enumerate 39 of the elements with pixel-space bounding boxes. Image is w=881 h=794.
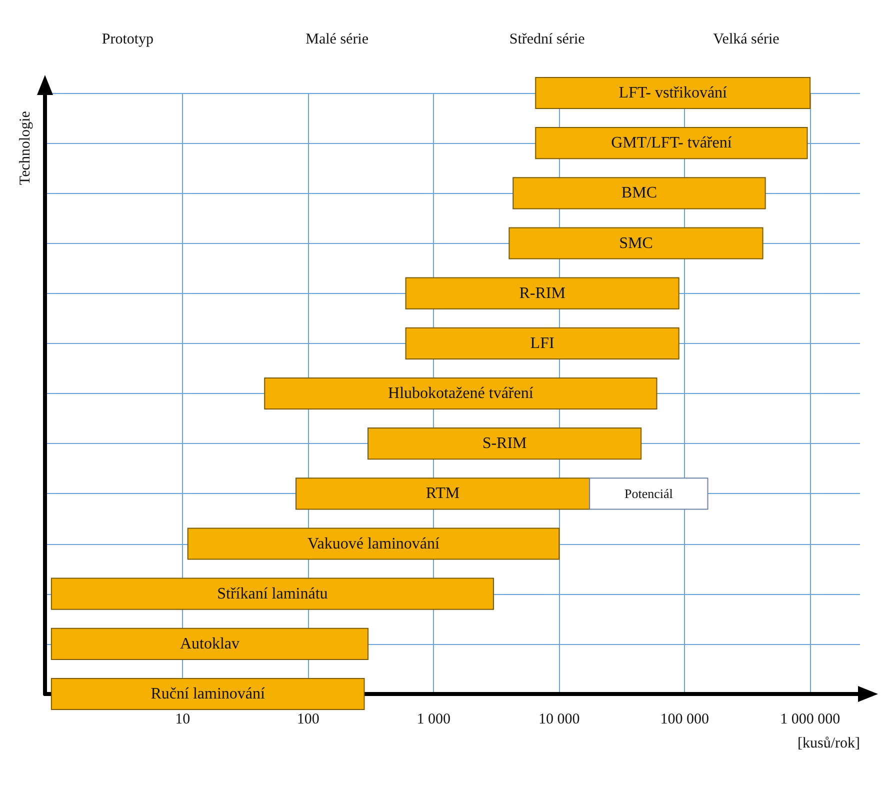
bar [264,377,658,410]
x-tick-label: 10 000 [538,712,580,728]
y-tick-label: LFT- vstřikování [618,84,728,102]
y-tick-label: LFI [530,334,554,352]
bar [535,76,811,110]
y-tick-label: S-RIM [482,435,527,452]
bar [508,227,764,260]
y-tick-label: Autoklav [180,635,240,652]
x-axis-title: [kusů/rok] [798,736,860,752]
bar [50,578,494,610]
y-tick-label: BMC [621,184,657,202]
x-tick-label: 1 000 000 [780,712,840,728]
y-tick-label: Stříkaní laminátu [217,585,328,602]
y-tick-label: GMT/LFT- tváření [611,134,732,152]
text: Velká série [713,32,780,48]
x-tick-label: 10 [175,712,190,728]
y-tick-label: Hlubokotažené tváření [388,385,534,402]
bar [368,428,642,460]
series-label: Potenciál [624,486,674,502]
y-tick-label: SMC [619,234,653,252]
y-tick-label: Vakuové laminování [307,535,440,552]
y-tick-label: R-RIM [519,284,566,302]
bar [295,478,590,510]
text: Malé série [306,32,369,48]
bar [405,277,680,310]
x-tick-label: 100 [296,712,320,728]
x-tick-label: 100 000 [660,712,709,728]
bar [535,127,808,160]
y-tick-label: Ruční laminování [150,686,266,702]
bar [512,177,766,210]
bar [187,528,560,560]
text: Prototyp [102,32,154,48]
text: Střední série [509,32,586,48]
bar [589,478,708,510]
bar [50,628,368,660]
y-axis-title: Technologie [18,110,34,185]
x-tick-label: 1 000 [416,712,450,728]
bar [405,327,680,360]
y-tick-label: RTM [426,485,460,502]
